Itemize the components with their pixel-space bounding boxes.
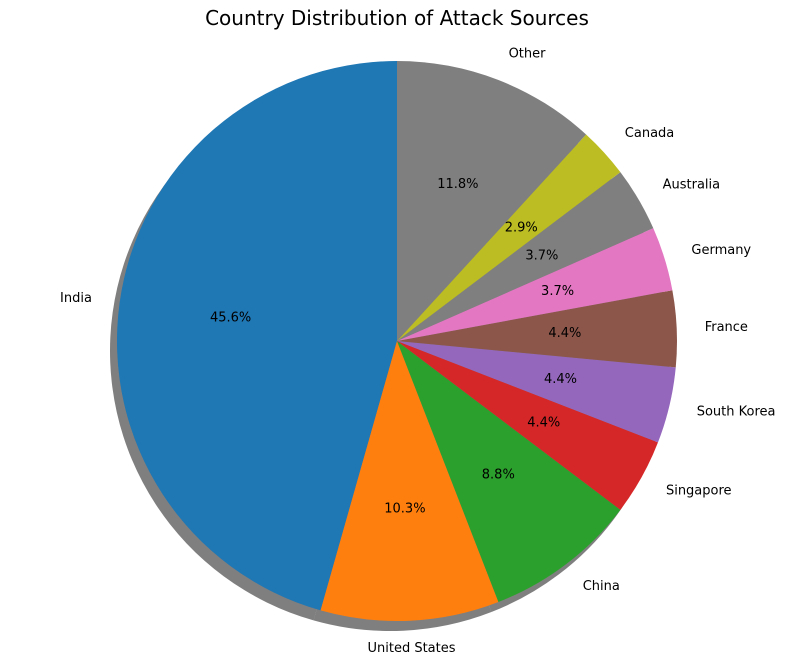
slice-percent-china: 8.8%: [482, 468, 515, 483]
slice-percent-australia: 3.7%: [525, 248, 558, 263]
pie-label-layer: India 45.6% United States 10.3% China 8.8% Sin…: [60, 46, 775, 656]
slice-percent-canada: 2.9%: [505, 220, 538, 235]
slice-label-australia: Australia: [663, 178, 721, 193]
slice-percent-united-states: 10.3%: [384, 501, 425, 516]
pie-slice-germany: [397, 228, 673, 341]
slice-label-china: China: [583, 579, 620, 594]
slice-percent-france: 4.4%: [548, 326, 581, 341]
chart-title: Country Distribution of Attack Sources: [205, 6, 589, 30]
pie-slice-layer: [117, 61, 677, 621]
pie-slice-india: [117, 61, 397, 611]
slice-label-canada: Canada: [625, 126, 674, 141]
pie-slice-australia: [397, 172, 654, 341]
slice-label-other: Other: [509, 46, 547, 61]
pie-slice-china: [397, 341, 621, 602]
slice-label-singapore: Singapore: [666, 484, 732, 499]
slice-percent-other: 11.8%: [437, 177, 478, 192]
slice-label-south-korea: South Korea: [697, 404, 776, 419]
slice-label-united-states: United States: [367, 641, 455, 656]
pie-slice-united-states: [320, 341, 499, 621]
slice-label-india: India: [60, 291, 92, 306]
pie-slice-singapore: [397, 341, 658, 510]
pie-slice-other: [397, 61, 587, 341]
pie-slice-france: [397, 290, 677, 368]
pie-slice-south-korea: [397, 341, 676, 443]
slice-percent-singapore: 4.4%: [527, 415, 560, 430]
slice-label-germany: Germany: [691, 243, 751, 258]
slice-percent-germany: 3.7%: [541, 284, 574, 299]
slice-label-france: France: [705, 320, 748, 335]
slice-percent-india: 45.6%: [210, 310, 251, 325]
slice-percent-south-korea: 4.4%: [544, 372, 577, 387]
pie-slice-canada: [397, 134, 621, 341]
